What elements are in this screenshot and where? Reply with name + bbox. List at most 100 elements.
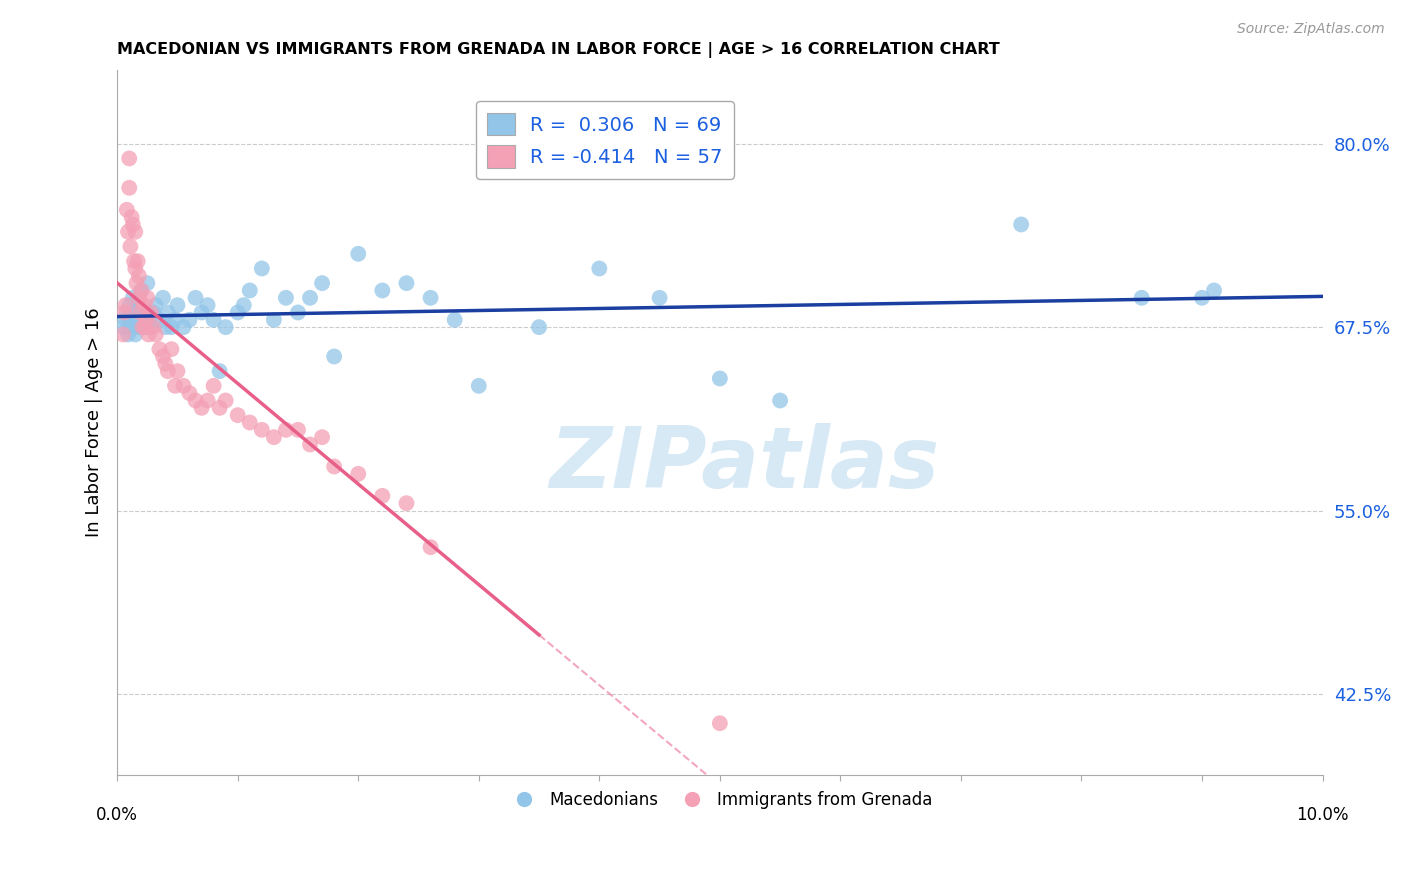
Point (121, 291, 143, 305)
Point (347, 467, 370, 481)
Point (371, 284, 394, 298)
Point (134, 313, 156, 327)
Point (127, 254, 149, 268)
Point (139, 305, 162, 319)
Point (1130, 291, 1153, 305)
Point (136, 305, 159, 319)
Legend: Macedonians, Immigrants from Grenada: Macedonians, Immigrants from Grenada (501, 784, 939, 815)
Point (287, 423, 309, 437)
Text: MACEDONIAN VS IMMIGRANTS FROM GRENADA IN LABOR FORCE | AGE > 16 CORRELATION CHAR: MACEDONIAN VS IMMIGRANTS FROM GRENADA IN… (117, 42, 1000, 58)
Point (395, 496, 418, 510)
Point (709, 371, 731, 385)
Point (135, 320, 157, 334)
Text: 0.0%: 0.0% (96, 806, 138, 824)
Point (129, 284, 152, 298)
Point (128, 313, 150, 327)
Point (124, 327, 146, 342)
Point (179, 313, 201, 327)
Point (117, 327, 139, 342)
Point (139, 320, 162, 334)
Point (347, 247, 370, 261)
Point (160, 342, 183, 356)
Point (136, 276, 159, 290)
Point (215, 393, 238, 408)
Point (124, 261, 146, 276)
Point (190, 401, 212, 415)
Point (172, 379, 194, 393)
Point (527, 320, 550, 334)
Point (371, 489, 394, 503)
Point (152, 291, 174, 305)
Point (132, 320, 155, 334)
Point (131, 305, 153, 319)
Point (709, 716, 731, 731)
Text: ZIPatlas: ZIPatlas (548, 423, 939, 507)
Point (311, 276, 333, 290)
Point (155, 357, 177, 371)
Point (443, 313, 465, 327)
Point (129, 320, 152, 334)
Point (112, 320, 135, 334)
Point (156, 364, 179, 378)
Point (142, 320, 165, 334)
Point (129, 284, 152, 298)
Point (274, 423, 297, 437)
Point (120, 239, 142, 253)
Point (148, 313, 170, 327)
Text: 10.0%: 10.0% (1296, 806, 1348, 824)
Point (588, 261, 610, 276)
Point (121, 210, 143, 224)
Point (190, 305, 212, 319)
Point (208, 364, 231, 378)
Point (287, 305, 309, 319)
Point (202, 313, 225, 327)
Point (232, 298, 254, 312)
Point (769, 393, 792, 408)
Point (145, 327, 167, 342)
Point (134, 320, 156, 334)
Point (122, 313, 145, 327)
Point (197, 298, 219, 312)
Point (323, 459, 346, 474)
Point (136, 291, 159, 305)
Point (250, 423, 273, 437)
Point (1202, 284, 1225, 298)
Point (160, 320, 183, 334)
Point (299, 437, 322, 451)
Point (120, 313, 142, 327)
Point (166, 298, 188, 312)
Point (155, 320, 177, 334)
Point (323, 350, 346, 364)
Point (468, 379, 491, 393)
Point (118, 152, 141, 166)
Point (179, 386, 201, 401)
Point (263, 313, 285, 327)
Point (117, 225, 139, 239)
Point (148, 342, 170, 356)
Point (129, 305, 152, 319)
Point (125, 276, 148, 290)
Point (118, 320, 141, 334)
Point (114, 298, 136, 312)
Point (124, 305, 146, 319)
Point (250, 261, 273, 276)
Point (263, 430, 285, 444)
Point (274, 291, 297, 305)
Point (311, 430, 333, 444)
Text: Source: ZipAtlas.com: Source: ZipAtlas.com (1237, 22, 1385, 37)
Point (184, 291, 207, 305)
Point (152, 350, 174, 364)
Point (114, 313, 136, 327)
Point (142, 305, 165, 319)
Point (128, 298, 150, 312)
Point (166, 364, 188, 378)
Point (115, 305, 138, 319)
Point (112, 327, 135, 342)
Point (118, 181, 141, 195)
Point (215, 320, 238, 334)
Point (156, 305, 179, 319)
Point (163, 313, 186, 327)
Point (115, 202, 138, 217)
Point (239, 284, 262, 298)
Point (1010, 218, 1032, 232)
